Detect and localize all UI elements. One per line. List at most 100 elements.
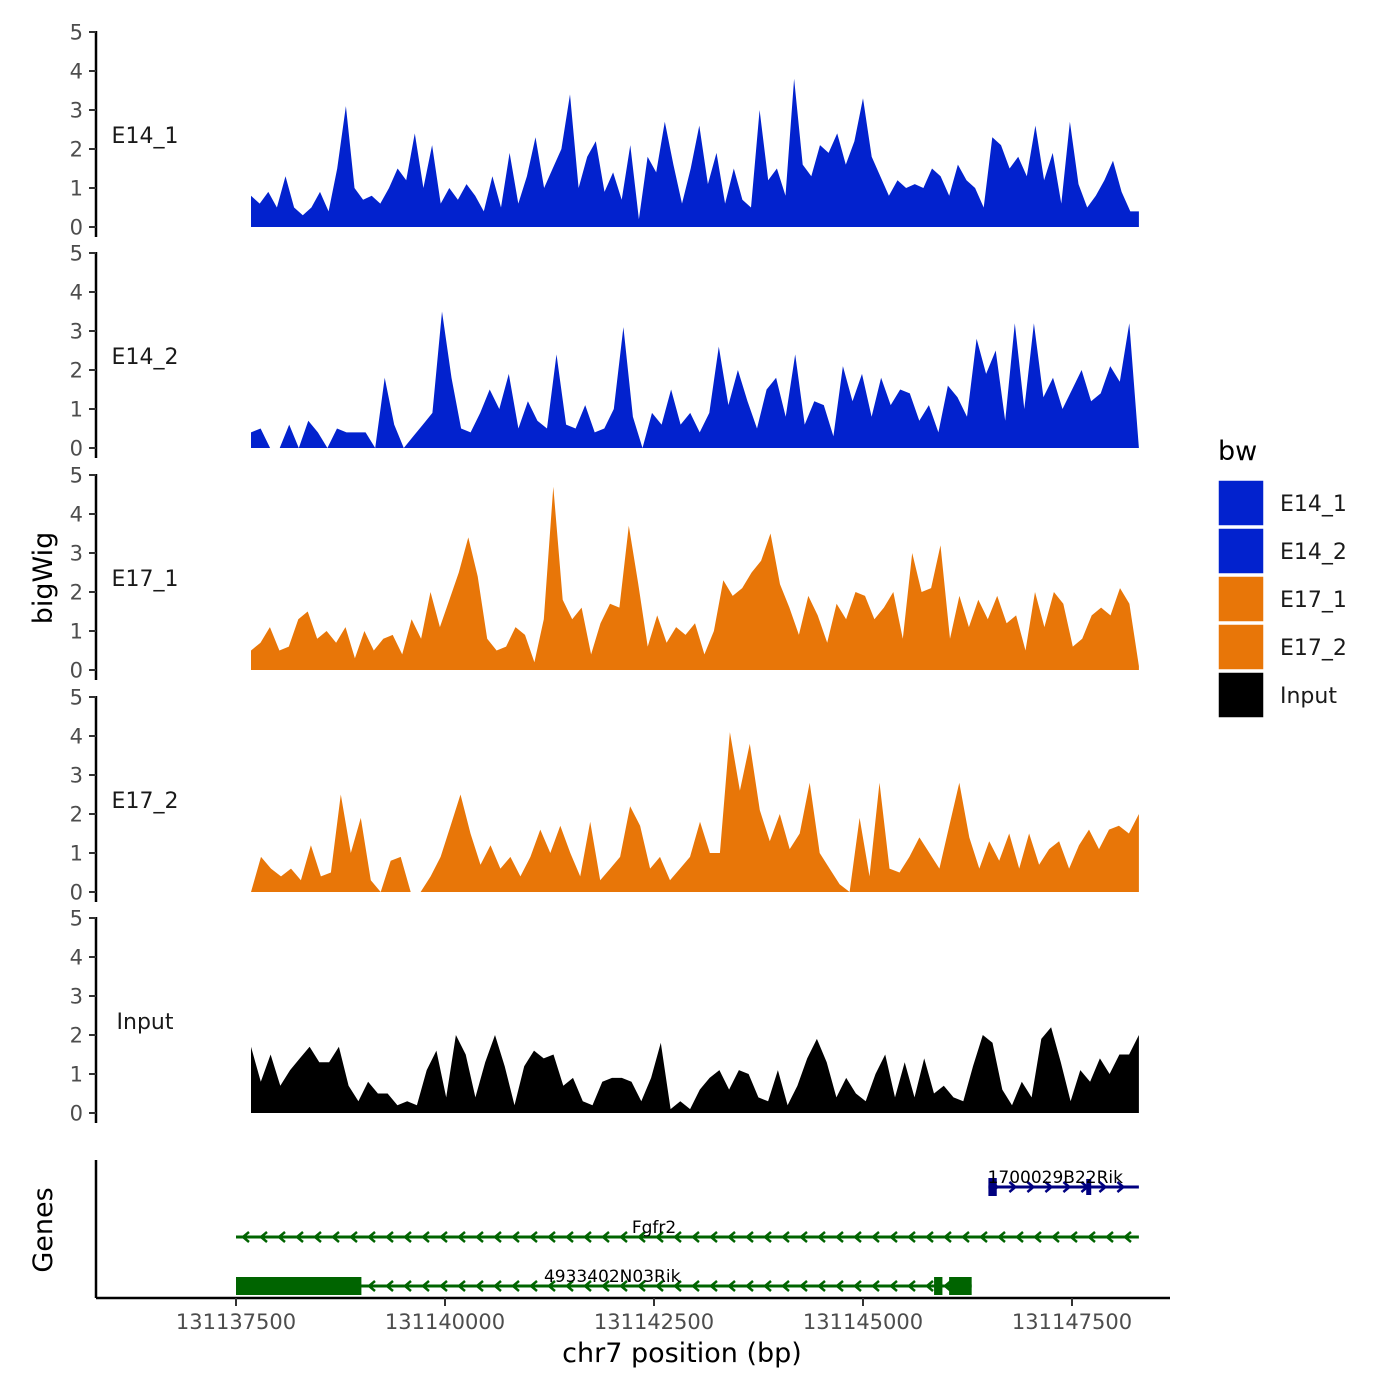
strand-arrow	[1008, 1181, 1018, 1193]
legend: bw E14_1 E14_2 E17_1 E17_2 Input	[1217, 436, 1347, 719]
strand-arrow	[709, 1231, 718, 1243]
strand-arrow	[1069, 1231, 1078, 1243]
y-tick-label: 0	[70, 437, 83, 461]
strand-arrow	[907, 1280, 916, 1292]
x-tick-label: 131147500	[1012, 1310, 1132, 1334]
y-tick-label: 4	[70, 946, 83, 970]
strand-arrow	[403, 1280, 412, 1292]
legend-entry-E14_2: E14_2	[1217, 527, 1347, 575]
y-tick-label: 1	[70, 1063, 83, 1087]
strand-arrow	[1098, 1181, 1108, 1193]
strand-arrow	[637, 1231, 646, 1243]
y-axis-title: bigWig	[28, 532, 59, 625]
strand-arrow	[565, 1231, 574, 1243]
y-tick-label: 3	[70, 99, 83, 123]
strand-arrow	[1105, 1231, 1114, 1243]
x-axis-title: chr7 position (bp)	[562, 1338, 802, 1369]
strand-arrow	[1062, 1181, 1072, 1193]
legend-label: E14_1	[1280, 492, 1347, 517]
signal-area-E17_1	[251, 486, 1139, 670]
y-tick-label: 3	[70, 320, 83, 344]
y-tick-label: 2	[70, 359, 83, 383]
gene-Fgfr2: Fgfr2	[236, 1218, 1139, 1243]
strand-arrow	[799, 1280, 808, 1292]
y-tick-label: 4	[70, 725, 83, 749]
strand-arrow	[817, 1231, 826, 1243]
y-tick-label: 2	[70, 138, 83, 162]
genes-layer: 1700029B22Rik Fgfr2 4933402N03Rik	[94, 1160, 1139, 1298]
signal-area-Input	[251, 1027, 1139, 1113]
strand-arrow	[745, 1280, 754, 1292]
strand-arrow	[1026, 1181, 1036, 1193]
strand-arrow	[493, 1231, 502, 1243]
strand-arrow	[493, 1280, 502, 1292]
strand-arrow	[421, 1231, 430, 1243]
strand-arrow	[727, 1280, 736, 1292]
y-tick-label: 3	[70, 764, 83, 788]
exon-tick	[1086, 1179, 1092, 1195]
track-label: Input	[117, 1010, 174, 1035]
strand-arrow	[1116, 1181, 1126, 1193]
strand-arrow	[619, 1231, 628, 1243]
strand-arrow	[475, 1280, 484, 1292]
strand-arrow	[817, 1280, 826, 1292]
legend-swatch	[1217, 671, 1265, 719]
strand-arrow	[673, 1231, 682, 1243]
strand-arrow	[439, 1280, 448, 1292]
signal-area-E14_2	[251, 311, 1139, 448]
legend-label: Input	[1280, 684, 1337, 709]
y-tick-label: 0	[70, 216, 83, 240]
strand-arrow	[1051, 1231, 1060, 1243]
exon-block	[236, 1277, 362, 1295]
strand-arrow	[583, 1231, 592, 1243]
strand-arrow	[835, 1280, 844, 1292]
track-Input: 0 1 2 3 4 5 Input	[70, 907, 1139, 1126]
y-tick-label: 5	[70, 464, 83, 488]
strand-arrow	[367, 1280, 376, 1292]
strand-arrow	[907, 1231, 916, 1243]
y-tick-label: 0	[70, 1102, 83, 1126]
y-tick-label: 5	[70, 242, 83, 266]
y-tick-label: 1	[70, 842, 83, 866]
strand-arrow	[601, 1280, 610, 1292]
y-tick-label: 1	[70, 177, 83, 201]
strand-arrow	[619, 1280, 628, 1292]
strand-arrow	[457, 1231, 466, 1243]
legend-label: E14_2	[1280, 540, 1347, 565]
strand-arrow	[457, 1280, 466, 1292]
legend-entry-E17_1: E17_1	[1217, 575, 1347, 623]
strand-arrow	[1123, 1231, 1132, 1243]
y-tick-label: 0	[70, 659, 83, 683]
strand-arrow	[547, 1280, 556, 1292]
y-tick-label: 5	[70, 686, 83, 710]
gene-4933402N03Rik: 4933402N03Rik	[236, 1267, 972, 1295]
strand-arrow	[511, 1231, 520, 1243]
x-tick-label: 131140000	[385, 1310, 505, 1334]
strand-arrow	[925, 1231, 934, 1243]
exon-block	[949, 1277, 972, 1295]
strand-arrow	[835, 1231, 844, 1243]
strand-arrow	[871, 1231, 880, 1243]
gene-label: Fgfr2	[632, 1218, 676, 1238]
x-tick-label: 131142500	[594, 1310, 714, 1334]
y-tick-label: 1	[70, 620, 83, 644]
y-tick-label: 3	[70, 542, 83, 566]
y-tick-label: 4	[70, 281, 83, 305]
strand-arrow	[241, 1231, 250, 1243]
track-E17_1: 0 1 2 3 4 5 E17_1	[70, 464, 1139, 683]
legend-swatch	[1217, 623, 1265, 671]
strand-arrow	[799, 1231, 808, 1243]
strand-arrow	[745, 1231, 754, 1243]
x-axis: 131137500 131140000 131142500 131145000 1311…	[96, 1296, 1170, 1334]
track-label: E14_1	[112, 124, 179, 149]
y-tick-label: 5	[70, 21, 83, 45]
strand-arrow	[763, 1280, 772, 1292]
track-label: E17_2	[112, 789, 179, 814]
legend-swatch	[1217, 575, 1265, 623]
legend-label: E17_1	[1280, 588, 1347, 613]
gene-label: 1700029B22Rik	[988, 1168, 1124, 1188]
strand-arrow	[529, 1231, 538, 1243]
strand-arrow	[943, 1231, 952, 1243]
